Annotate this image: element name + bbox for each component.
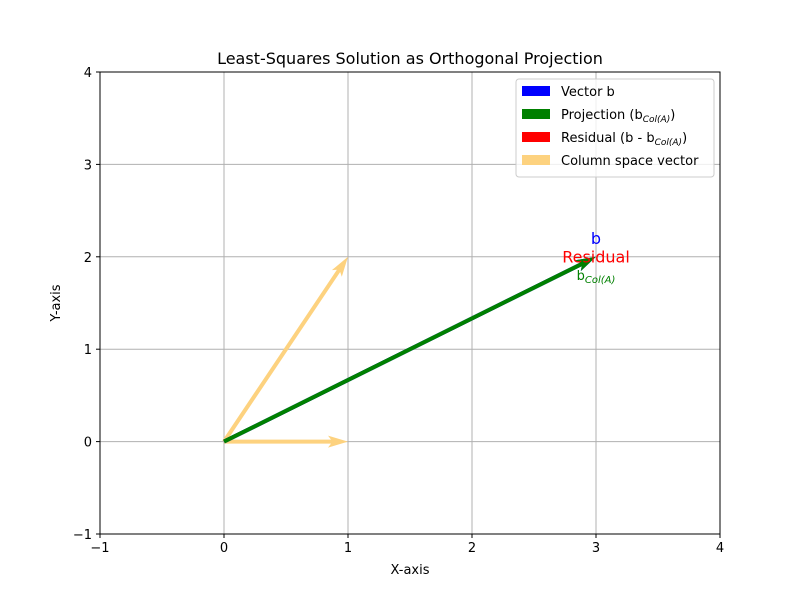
legend: Vector b Projection (bCol(A)) Residual (b … xyxy=(515,78,715,178)
x-tick-label: −1 xyxy=(90,541,109,556)
y-tick-label: 1 xyxy=(84,343,92,358)
y-tick-label: −1 xyxy=(73,528,92,543)
y-tick-label: 3 xyxy=(84,158,92,173)
y-tick-label: 0 xyxy=(84,436,92,451)
x-tick-label: 1 xyxy=(344,541,352,556)
y-tick-label: 4 xyxy=(84,66,92,81)
x-tick-label: 0 xyxy=(220,541,228,556)
legend-label: Projection (bCol(A)) xyxy=(561,108,675,125)
legend-swatch xyxy=(522,86,550,96)
ticks: −1 0 1 2 3 4 −1 0 1 2 3 4 xyxy=(73,66,724,556)
x-tick-label: 4 xyxy=(716,541,724,556)
vectors xyxy=(222,256,596,448)
legend-label: Vector b xyxy=(561,85,615,100)
vector-projection xyxy=(223,256,596,444)
legend-swatch xyxy=(522,132,550,142)
x-tick-label: 2 xyxy=(468,541,476,556)
chart-title: Least-Squares Solution as Orthogonal Pro… xyxy=(217,49,603,68)
legend-label: Residual (b - bCol(A)) xyxy=(561,131,687,148)
x-tick-label: 3 xyxy=(592,541,600,556)
legend-swatch xyxy=(522,109,550,119)
vector-col2 xyxy=(222,256,348,443)
legend-box xyxy=(515,78,715,178)
plot-frame xyxy=(99,71,721,535)
annotation-proj: bCol(A) xyxy=(577,269,616,286)
x-axis-label: X-axis xyxy=(391,563,430,578)
annotation-b: b xyxy=(591,229,601,248)
legend-label: Column space vector xyxy=(561,154,699,169)
vector-col1 xyxy=(224,435,348,448)
y-axis-label: Y-axis xyxy=(49,284,64,322)
legend-swatch xyxy=(522,155,550,165)
annotation-residual: Residual xyxy=(562,247,630,266)
y-tick-label: 2 xyxy=(84,251,92,266)
